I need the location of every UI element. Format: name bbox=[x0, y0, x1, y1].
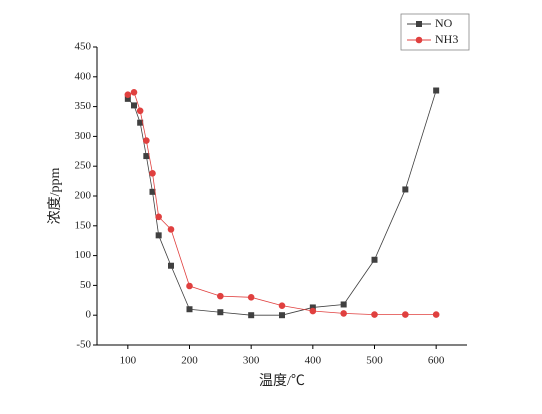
legend-text: NO bbox=[435, 16, 453, 30]
marker bbox=[217, 292, 224, 300]
marker bbox=[186, 306, 193, 313]
x-tick-label: 300 bbox=[243, 355, 260, 367]
legend-box bbox=[400, 13, 470, 51]
marker bbox=[217, 309, 224, 316]
marker bbox=[248, 312, 255, 319]
marker bbox=[402, 186, 409, 193]
y-tick-label: 50 bbox=[80, 279, 92, 291]
marker bbox=[432, 311, 440, 318]
marker bbox=[167, 226, 175, 233]
y-tick-label: 150 bbox=[75, 219, 92, 231]
y-tick-label: 250 bbox=[75, 160, 92, 172]
marker bbox=[433, 87, 440, 94]
marker bbox=[279, 312, 285, 319]
x-axis-title: 温度/℃ bbox=[259, 373, 305, 389]
marker bbox=[168, 262, 174, 269]
series-line bbox=[127, 90, 437, 316]
y-tick-label: 300 bbox=[75, 130, 92, 142]
marker bbox=[149, 188, 156, 195]
marker bbox=[131, 102, 137, 109]
x-tick-label: 400 bbox=[305, 355, 322, 367]
x-tick-label: 600 bbox=[428, 355, 445, 367]
marker bbox=[402, 311, 409, 318]
marker bbox=[278, 302, 286, 309]
marker bbox=[247, 294, 255, 301]
y-tick-label: 0 bbox=[86, 309, 92, 321]
x-tick-label: 500 bbox=[366, 355, 383, 367]
marker bbox=[136, 107, 144, 115]
marker bbox=[143, 137, 150, 144]
marker bbox=[186, 282, 193, 290]
y-tick-label: 100 bbox=[75, 249, 92, 261]
marker bbox=[371, 256, 378, 263]
marker bbox=[130, 88, 138, 96]
marker bbox=[155, 213, 162, 221]
x-tick-label: 100 bbox=[120, 355, 137, 367]
marker bbox=[340, 310, 347, 317]
marker bbox=[340, 301, 347, 308]
marker bbox=[124, 95, 131, 102]
legend-text: NH3 bbox=[435, 32, 458, 46]
series-line bbox=[127, 91, 437, 316]
legend-marker bbox=[416, 21, 422, 27]
y-tick-label: 450 bbox=[75, 41, 92, 53]
marker bbox=[149, 170, 156, 177]
y-tick-label: -50 bbox=[76, 339, 91, 351]
x-tick-label: 200 bbox=[181, 355, 198, 367]
marker bbox=[137, 119, 144, 126]
marker bbox=[309, 304, 316, 311]
legend-marker bbox=[415, 36, 423, 44]
y-tick-label: 400 bbox=[75, 70, 92, 82]
y-tick-label: 200 bbox=[75, 190, 92, 202]
marker bbox=[155, 232, 162, 239]
y-axis-title: 浓度/ppm bbox=[47, 168, 63, 225]
y-tick-label: 350 bbox=[75, 100, 92, 112]
marker bbox=[124, 91, 132, 98]
marker bbox=[309, 307, 317, 315]
marker bbox=[143, 153, 150, 160]
marker bbox=[371, 311, 378, 318]
